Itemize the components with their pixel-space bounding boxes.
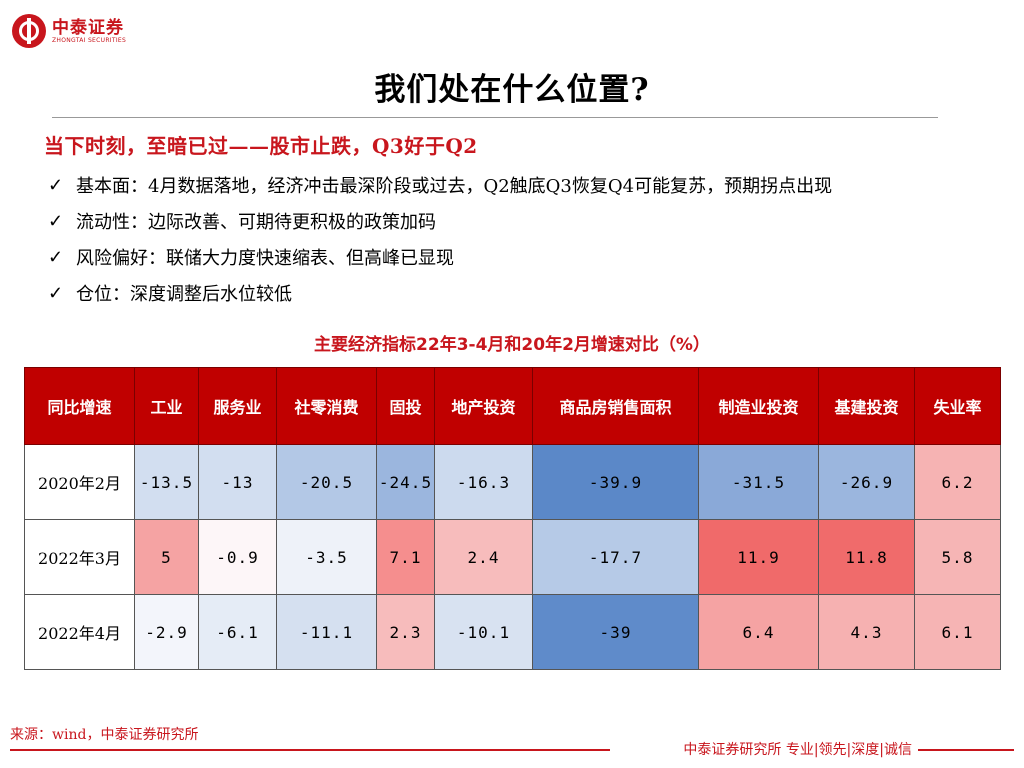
column-header: 失业率 [914,367,1001,445]
table-header-row: 同比增速 工业 服务业 社零消费 固投 地产投资 商品房销售面积 制造业投资 基… [24,367,1001,445]
bullet-list: ✓ 基本面：4月数据落地，经济冲击最深阶段或过去，Q2触底Q3恢复Q4可能复苏，… [48,167,832,311]
source-note: 来源：wind，中泰证券研究所 [10,727,199,743]
table-cell: 11.9 [698,519,819,595]
column-header: 固投 [376,367,435,445]
table-cell: -3.5 [276,519,377,595]
row-label: 2020年2月 [24,444,135,520]
bullet-text: 流动性：边际改善、可期待更积极的政策加码 [76,212,436,233]
table-cell: -39.9 [532,444,699,520]
table-cell: 5 [134,519,199,595]
table-row: 2022年4月 -2.9 -6.1 -11.1 2.3 -10.1 -39 6.… [24,594,1001,670]
column-header: 基建投资 [818,367,915,445]
table-cell: -2.9 [134,594,199,670]
brand-logo: 中泰证券 ZHONGTAI SECURITIES [12,14,126,48]
table-cell: -10.1 [434,594,533,670]
table-cell: -16.3 [434,444,533,520]
table-caption: 主要经济指标22年3-4月和20年2月增速对比（%） [314,335,710,355]
table-cell: -6.1 [198,594,277,670]
brand-logo-icon [12,14,46,48]
bullet-item: ✓ 基本面：4月数据落地，经济冲击最深阶段或过去，Q2触底Q3恢复Q4可能复苏，… [48,167,832,203]
check-icon: ✓ [48,246,64,268]
table-row: 2022年3月 5 -0.9 -3.5 7.1 2.4 -17.7 11.9 1… [24,519,1001,595]
table-cell: -11.1 [276,594,377,670]
brand-name-en: ZHONGTAI SECURITIES [52,36,127,44]
table-cell: -13 [198,444,277,520]
column-header: 同比增速 [24,367,135,445]
indicator-table: 同比增速 工业 服务业 社零消费 固投 地产投资 商品房销售面积 制造业投资 基… [24,367,1001,670]
table-cell: -26.9 [818,444,915,520]
column-header: 商品房销售面积 [532,367,699,445]
table-cell: -20.5 [276,444,377,520]
footer-slogan: 中泰证券研究所 专业|领先|深度|诚信 [683,742,912,758]
table-cell: 4.3 [818,594,915,670]
column-header: 制造业投资 [698,367,819,445]
check-icon: ✓ [48,174,64,196]
bullet-item: ✓ 流动性：边际改善、可期待更积极的政策加码 [48,203,832,239]
column-header: 工业 [134,367,199,445]
table-cell: 2.4 [434,519,533,595]
footer-divider-right [918,749,1014,751]
row-label: 2022年3月 [24,519,135,595]
table-cell: 2.3 [376,594,435,670]
check-icon: ✓ [48,282,64,304]
table-cell: 11.8 [818,519,915,595]
bullet-text: 仓位：深度调整后水位较低 [76,284,292,305]
table-cell: 6.4 [698,594,819,670]
table-cell: -17.7 [532,519,699,595]
column-header: 服务业 [198,367,277,445]
table-cell: -13.5 [134,444,199,520]
check-icon: ✓ [48,210,64,232]
table-cell: 6.1 [914,594,1001,670]
table-cell: -39 [532,594,699,670]
title-divider [52,117,938,118]
bullet-item: ✓ 仓位：深度调整后水位较低 [48,275,832,311]
column-header: 地产投资 [434,367,533,445]
bullet-text: 风险偏好：联储大力度快速缩表、但高峰已显现 [76,248,454,269]
headline: 当下时刻，至暗已过——股市止跌，Q3好于Q2 [44,134,478,158]
table-cell: -0.9 [198,519,277,595]
row-label: 2022年4月 [24,594,135,670]
column-header: 社零消费 [276,367,377,445]
brand-name: 中泰证券 [52,17,124,38]
page-title: 我们处在什么位置? [374,72,650,108]
table-cell: 7.1 [376,519,435,595]
table-cell: -31.5 [698,444,819,520]
footer-divider [10,749,610,751]
bullet-text: 基本面：4月数据落地，经济冲击最深阶段或过去，Q2触底Q3恢复Q4可能复苏，预期… [76,176,833,197]
table-cell: 5.8 [914,519,1001,595]
table-cell: 6.2 [914,444,1001,520]
table-cell: -24.5 [376,444,435,520]
bullet-item: ✓ 风险偏好：联储大力度快速缩表、但高峰已显现 [48,239,832,275]
table-row: 2020年2月 -13.5 -13 -20.5 -24.5 -16.3 -39.… [24,444,1001,520]
